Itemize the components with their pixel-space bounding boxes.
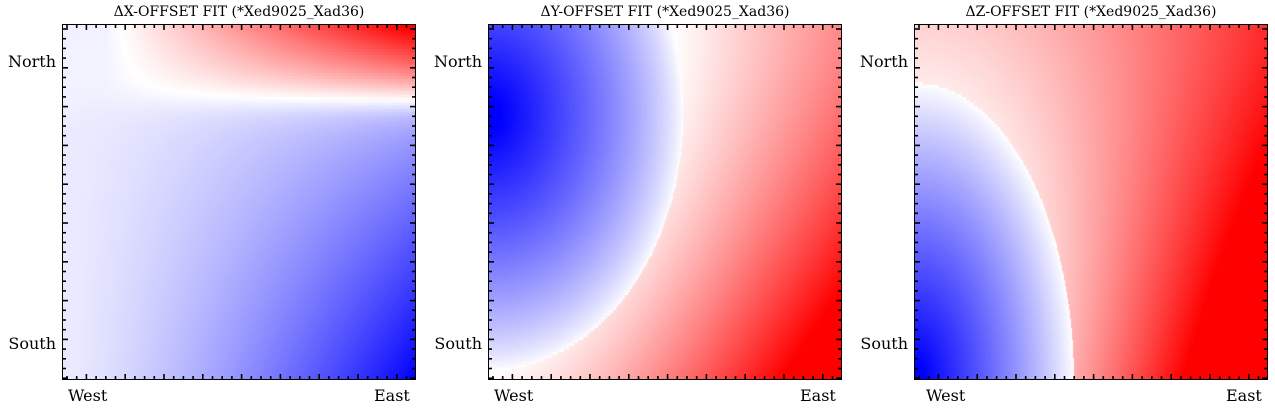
dx-y-tick-north: North	[7, 52, 56, 71]
dy-y-tick-south: South	[434, 334, 482, 353]
dy-offset-heatmap-canvas	[489, 25, 841, 379]
dz-offset-panel: ΔZ-OFFSET FIT (*Xed9025_Xad36) North Sou…	[852, 0, 1275, 411]
dx-y-tick-south: South	[8, 334, 56, 353]
dy-offset-tick-marks	[489, 25, 841, 379]
dx-offset-tick-marks	[63, 25, 415, 379]
dx-x-tick-west: West	[68, 386, 108, 405]
dz-offset-heatmap-canvas	[915, 25, 1267, 379]
dz-offset-title: ΔZ-OFFSET FIT (*Xed9025_Xad36)	[965, 4, 1217, 20]
dy-x-tick-west: West	[494, 386, 534, 405]
dz-y-tick-north: North	[859, 52, 908, 71]
dy-offset-panel: ΔY-OFFSET FIT (*Xed9025_Xad36) North Sou…	[426, 0, 851, 411]
dz-x-tick-west: West	[926, 386, 966, 405]
dy-x-tick-east: East	[800, 386, 836, 405]
dx-offset-heatmap	[62, 24, 416, 380]
dx-offset-title: ΔX-OFFSET FIT (*Xed9025_Xad36)	[113, 4, 365, 20]
dx-offset-panel: ΔX-OFFSET FIT (*Xed9025_Xad36) North Sou…	[0, 0, 425, 411]
dz-x-tick-east: East	[1226, 386, 1262, 405]
dy-offset-title: ΔY-OFFSET FIT (*Xed9025_Xad36)	[540, 4, 790, 20]
dz-offset-tick-marks	[915, 25, 1267, 379]
dx-offset-heatmap-canvas	[63, 25, 415, 379]
dy-y-tick-north: North	[433, 52, 482, 71]
dz-y-tick-south: South	[860, 334, 908, 353]
dx-x-tick-east: East	[374, 386, 410, 405]
dz-offset-heatmap	[914, 24, 1268, 380]
dy-offset-heatmap	[488, 24, 842, 380]
